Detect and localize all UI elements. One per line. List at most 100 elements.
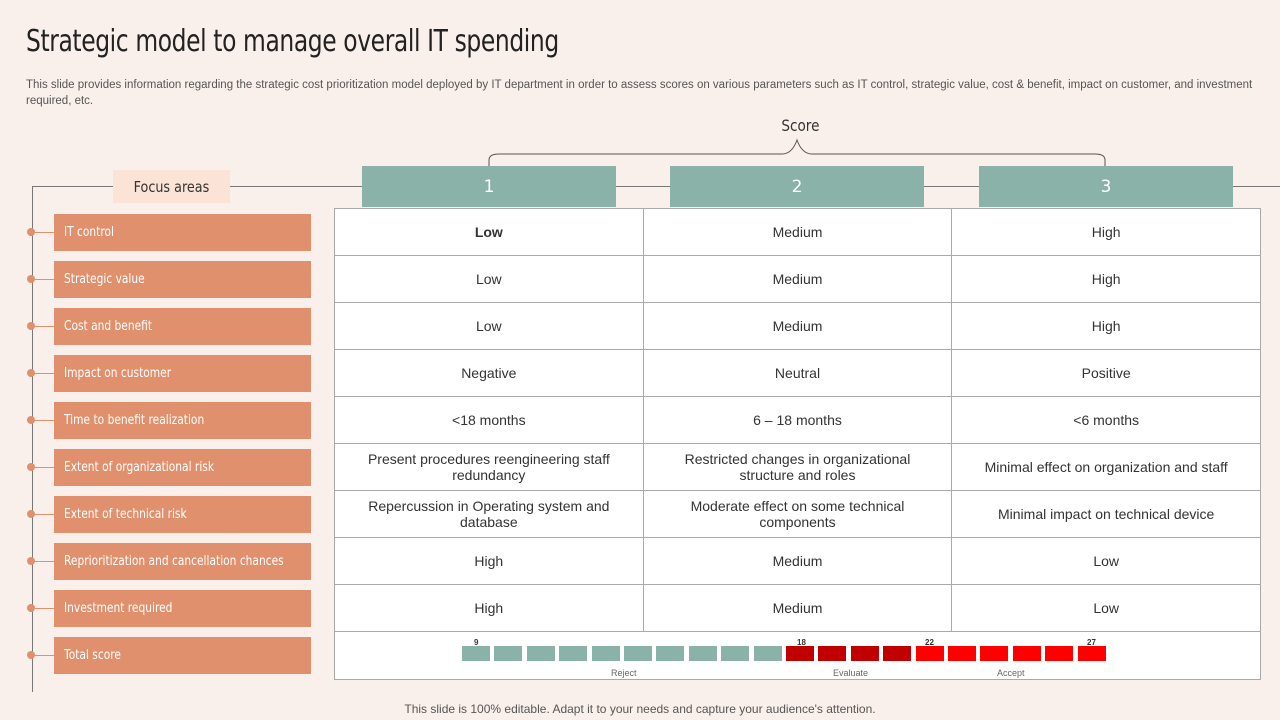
scale-segment bbox=[656, 646, 685, 661]
table-cell: High bbox=[334, 584, 644, 632]
connector-line bbox=[35, 420, 54, 421]
bullet-dot bbox=[27, 510, 35, 518]
focus-area-label: Time to benefit realization bbox=[64, 413, 205, 428]
table-cell: Restricted changes in organizational str… bbox=[642, 443, 953, 491]
table-row: Low Medium High bbox=[334, 208, 1261, 256]
table-row: <18 months 6 – 18 months <6 months bbox=[334, 396, 1261, 444]
connector-line bbox=[35, 373, 54, 374]
table-cell: Medium bbox=[642, 255, 953, 303]
focus-area-item: Time to benefit realization bbox=[54, 402, 311, 439]
scale-label: Accept bbox=[997, 668, 1025, 678]
footer-note: This slide is 100% editable. Adapt it to… bbox=[404, 702, 876, 716]
focus-area-label: Reprioritization and cancellation chance… bbox=[64, 554, 284, 569]
table-row: Low Medium High bbox=[334, 255, 1261, 303]
table-cell: <6 months bbox=[951, 396, 1261, 444]
scale-marker: 27 bbox=[1087, 638, 1096, 647]
bullet-dot bbox=[27, 275, 35, 283]
table-cell: Moderate effect on some technical compon… bbox=[642, 490, 953, 538]
connector-line bbox=[35, 655, 54, 656]
scale-marker: 22 bbox=[925, 638, 934, 647]
connector-line bbox=[35, 561, 54, 562]
table-cell: High bbox=[951, 255, 1261, 303]
header-rule bbox=[32, 186, 1280, 187]
scale-segment bbox=[494, 646, 523, 661]
total-score-row: 9 18 22 27 Reject Evaluate Accept bbox=[334, 631, 1261, 680]
table-cell: Medium bbox=[642, 302, 953, 350]
scale-segment bbox=[948, 646, 976, 661]
table-cell: Repercussion in Operating system and dat… bbox=[334, 490, 644, 538]
connector-line bbox=[35, 467, 54, 468]
focus-area-item: IT control bbox=[54, 214, 311, 251]
scale-marker: 9 bbox=[474, 638, 479, 647]
focus-area-label: Investment required bbox=[64, 601, 173, 616]
score-scale-bar bbox=[462, 646, 1107, 662]
table-cell: Negative bbox=[334, 349, 644, 397]
table-row: High Medium Low bbox=[334, 584, 1261, 632]
table-cell: Minimal impact on technical device bbox=[951, 490, 1261, 538]
scale-label: Evaluate bbox=[833, 668, 869, 678]
scale-segment bbox=[1077, 646, 1106, 661]
page-description: This slide provides information regardin… bbox=[26, 79, 1253, 107]
table-row: Low Medium High bbox=[334, 302, 1261, 350]
table-cell: <18 months bbox=[334, 396, 644, 444]
score-header-2: 2 bbox=[670, 166, 924, 207]
focus-area-item: Reprioritization and cancellation chance… bbox=[54, 543, 311, 580]
scale-segment bbox=[1045, 646, 1074, 661]
connector-line bbox=[35, 232, 54, 233]
score-brace bbox=[488, 138, 1106, 166]
connector-line bbox=[35, 279, 54, 280]
bullet-dot bbox=[27, 604, 35, 612]
table-cell: Low bbox=[334, 302, 644, 350]
table-cell: Medium bbox=[642, 584, 953, 632]
focus-area-item: Cost and benefit bbox=[54, 308, 311, 345]
bullet-dot bbox=[27, 228, 35, 236]
scale-segment bbox=[786, 646, 814, 661]
scale-segment bbox=[462, 646, 490, 661]
connector-line bbox=[35, 326, 54, 327]
table-cell: Low bbox=[951, 537, 1261, 585]
table-cell: Positive bbox=[951, 349, 1261, 397]
focus-area-item: Extent of technical risk bbox=[54, 496, 311, 533]
table-row: Negative Neutral Positive bbox=[334, 349, 1261, 397]
connector-line bbox=[35, 514, 54, 515]
focus-area-label: Strategic value bbox=[64, 272, 145, 287]
table-cell: Low bbox=[951, 584, 1261, 632]
focus-area-label: Impact on customer bbox=[64, 366, 172, 381]
focus-area-label: Extent of organizational risk bbox=[64, 460, 215, 475]
score-header-3: 3 bbox=[979, 166, 1233, 207]
scale-segment bbox=[753, 646, 782, 661]
scale-segment bbox=[721, 646, 750, 661]
bullet-dot bbox=[27, 416, 35, 424]
focus-area-label: Extent of technical risk bbox=[64, 507, 187, 522]
connector-line bbox=[35, 608, 54, 609]
table-cell: Low bbox=[334, 208, 644, 256]
scale-segment bbox=[559, 646, 588, 661]
scale-segment bbox=[915, 646, 944, 661]
focus-area-item: Investment required bbox=[54, 590, 311, 627]
scale-segment bbox=[1012, 646, 1041, 661]
table-cell: Minimal effect on organization and staff bbox=[951, 443, 1261, 491]
scale-marker: 18 bbox=[797, 638, 806, 647]
table-row: High Medium Low bbox=[334, 537, 1261, 585]
focus-area-label: IT control bbox=[64, 225, 115, 240]
table-cell: 6 – 18 months bbox=[642, 396, 953, 444]
focus-areas-header: Focus areas bbox=[113, 170, 230, 203]
scale-segment bbox=[980, 646, 1009, 661]
scale-segment bbox=[818, 646, 847, 661]
focus-area-label: Cost and benefit bbox=[64, 319, 153, 334]
table-cell: High bbox=[334, 537, 644, 585]
scale-label: Reject bbox=[611, 668, 637, 678]
table-cell: Medium bbox=[642, 208, 953, 256]
score-table: Low Medium High Low Medium High Low Medium High N… bbox=[334, 208, 1261, 680]
focus-area-label: Total score bbox=[64, 648, 121, 663]
scale-segment bbox=[624, 646, 652, 661]
page-title: Strategic model to manage overall IT spe… bbox=[26, 24, 559, 59]
total-score-cell: 9 18 22 27 Reject Evaluate Accept bbox=[334, 631, 1261, 680]
table-cell: Medium bbox=[642, 537, 953, 585]
scale-segment bbox=[526, 646, 555, 661]
bullet-dot bbox=[27, 463, 35, 471]
focus-area-item: Total score bbox=[54, 637, 311, 674]
scale-segment bbox=[591, 646, 620, 661]
table-cell: High bbox=[951, 208, 1261, 256]
scale-segment bbox=[850, 646, 879, 661]
